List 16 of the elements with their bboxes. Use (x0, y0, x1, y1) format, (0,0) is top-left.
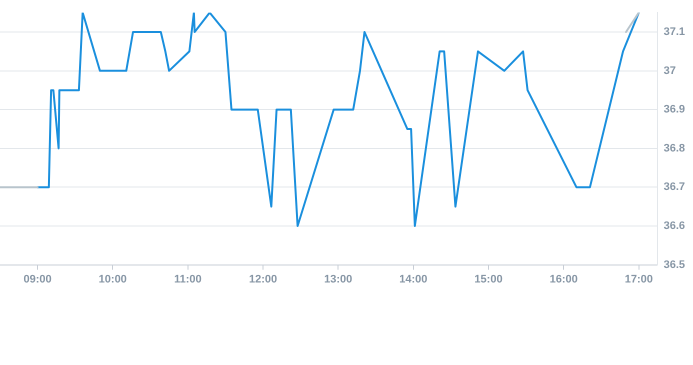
y-tick-label: 36.6 (664, 220, 686, 232)
x-tick-label: 15:00 (474, 273, 503, 286)
x-tick-label: 11:00 (174, 273, 202, 286)
y-tick-label: 36.5 (664, 258, 686, 271)
x-tick-label: 16:00 (550, 273, 578, 286)
x-tick-label: 12:00 (248, 273, 278, 286)
y-tick-label: 36.8 (664, 142, 686, 154)
x-tick-label: 13:00 (324, 273, 352, 286)
y-tick-label: 37.1 (664, 26, 686, 38)
y-tick-label: 37 (664, 64, 676, 77)
x-tick-label: 09:00 (24, 273, 52, 286)
y-tick-label: 36.9 (664, 104, 686, 116)
x-tick-label: 17:00 (624, 273, 653, 286)
y-tick-label: 36.7 (664, 181, 686, 194)
x-tick-label: 10:00 (98, 273, 127, 286)
x-tick-label: 14:00 (399, 273, 428, 286)
